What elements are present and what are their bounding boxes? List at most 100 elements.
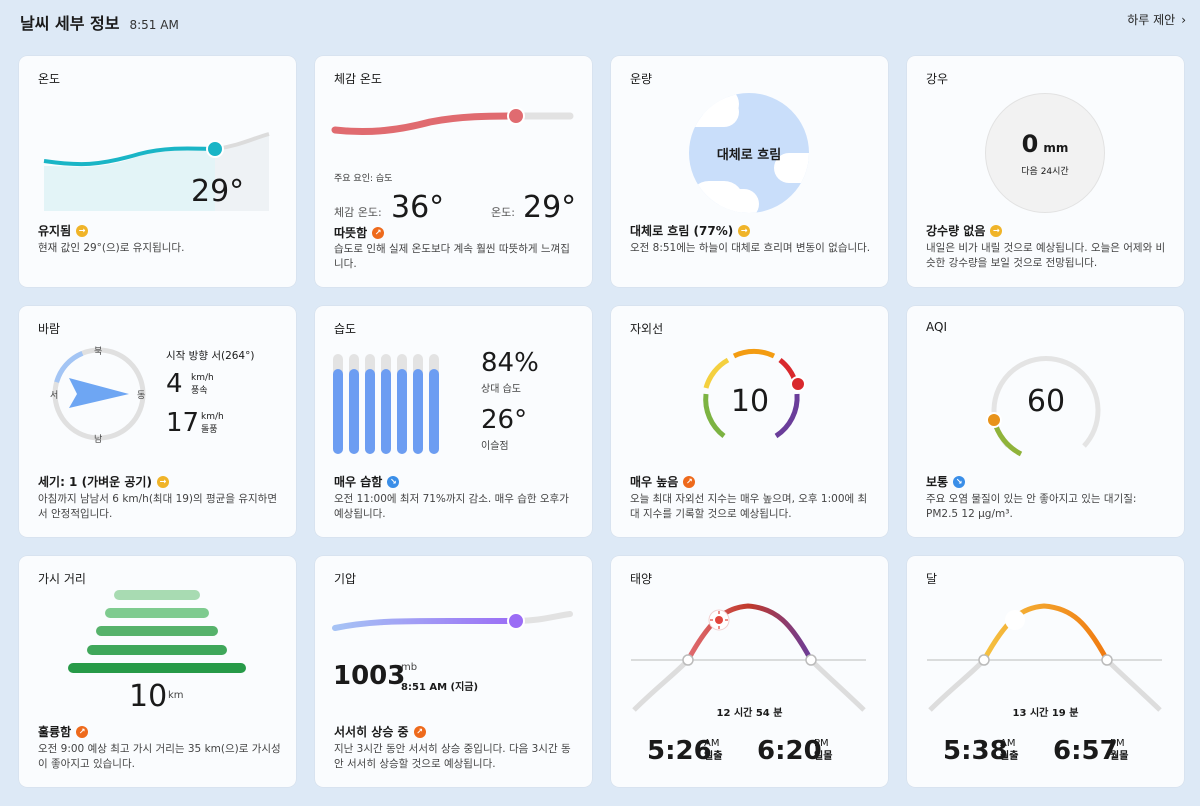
compass-north: 북 [94, 347, 103, 357]
day-suggestion-label: 하루 제안 [1127, 13, 1176, 27]
moon-card[interactable]: 달 13 시간 19 분 5:38 AM 월출 6:57 PM 월몰 [907, 556, 1184, 787]
visibility-value: 10 [129, 679, 168, 714]
moonset-label: PM 월몰 [1110, 738, 1129, 762]
dew-label: 이슬점 [481, 441, 509, 452]
sun-card[interactable]: 태양 12 시간 54 분 5:26 AM 일출 6:20 PM 일몰 [611, 556, 888, 787]
humidity-bar [381, 354, 391, 454]
compass-east: 동 [137, 391, 146, 401]
uv-value: 10 [730, 384, 770, 419]
sunrise-label: AM 일출 [704, 738, 723, 762]
humidity-bar [349, 354, 359, 454]
visibility-bar [87, 645, 227, 655]
wind-gust: 17 [166, 408, 200, 438]
card-title: 달 [926, 572, 938, 586]
day-suggestion-link[interactable]: 하루 제안 › [1127, 11, 1186, 28]
feels-value: 36° [391, 190, 445, 225]
visibility-card[interactable]: 가시 거리 10 km 훌륭함 ↗ 오전 9:00 예상 최고 가시 거리는 35… [19, 556, 296, 787]
up-trend-icon: ↗ [413, 725, 426, 738]
sunrise-time: 5:26 [647, 736, 712, 766]
pressure-unit: mb [401, 662, 418, 673]
aqi-gauge [986, 356, 1101, 457]
steady-trend-icon: → [990, 224, 1003, 237]
down-trend-icon: ↘ [387, 475, 400, 488]
feels-like-card[interactable]: 체감 온도 주요 요인: 습도 체감 온도: 36° 온도: 29° 따뜻함 ↗ … [315, 56, 592, 287]
humidity-bar [333, 354, 343, 454]
chevron-right-icon: › [1181, 12, 1186, 27]
down-trend-icon: ↘ [953, 475, 966, 488]
visibility-bar [114, 590, 200, 600]
rain-card[interactable]: 강우 0 mm 다음 24시간 강수량 없음 → 내일은 비가 내릴 것으로 예상… [907, 56, 1184, 287]
moonrise-time: 5:38 [943, 736, 1008, 766]
temperature-card[interactable]: 온도 29° 유지됨 → 현재 값인 29°(으)로 유지됩니다. [19, 56, 296, 287]
card-title: AQI [926, 320, 947, 334]
sun-arc-chart [631, 603, 866, 712]
cloud-status: 대체로 흐림 (77%) → [630, 222, 751, 239]
feels-status: 따뜻함 ↗ [334, 224, 385, 241]
aqi-status: 보통 ↘ [926, 473, 966, 490]
steady-trend-icon: → [76, 224, 89, 237]
temperature-value: 29° [191, 174, 245, 209]
actual-temp-label: 온도: [491, 206, 515, 219]
temperature-desc: 현재 값인 29°(으)로 유지됩니다. [38, 242, 185, 254]
humidity-bar [397, 354, 407, 454]
temperature-status: 유지됨 → [38, 222, 89, 239]
humidity-bars [333, 354, 453, 454]
visibility-status: 훌륭함 ↗ [38, 723, 89, 740]
actual-temp-value: 29° [523, 190, 577, 225]
visibility-bar [105, 608, 209, 618]
cloud-icon [689, 93, 809, 213]
rain-sub: 다음 24시간 [1021, 167, 1069, 177]
humidity-label: 상대 습도 [481, 384, 521, 395]
steady-trend-icon: → [156, 475, 169, 488]
humidity-value: 84% [481, 348, 539, 378]
rain-desc: 내일은 비가 내릴 것으로 예상됩니다. 오늘은 어제와 비슷한 강수량을 보일… [926, 242, 1166, 269]
uv-card[interactable]: 자외선 10 매우 높음 ↗ 오늘 최대 자외선 지수는 매우 높으며, 오후 1… [611, 306, 888, 537]
pressure-card[interactable]: 기압 1003 mb 8:51 AM (지금) 서서히 상승 중 ↗ 지난 3시간… [315, 556, 592, 787]
pressure-desc: 지난 3시간 동안 서서히 상승 중입니다. 다음 3시간 동안 서서히 상승할… [334, 743, 571, 770]
card-title: 태양 [630, 572, 653, 586]
humidity-bar [413, 354, 423, 454]
card-title: 자외선 [630, 322, 664, 336]
temperature-chart [43, 132, 270, 211]
rain-amount: 0 mm [1021, 130, 1069, 158]
aqi-card[interactable]: AQI 60 보통 ↘ 주요 오염 물질이 있는 안 좋아지고 있는 대기질: P… [907, 306, 1184, 537]
visibility-desc: 오전 9:00 예상 최고 가시 거리는 35 km(으)로 가시성이 좋아지고… [38, 743, 281, 770]
sunset-time: 6:20 [757, 736, 822, 766]
wind-compass [52, 347, 146, 441]
feels-label: 체감 온도: [334, 206, 382, 219]
wind-status: 세기: 1 (가벼운 공기) → [38, 473, 169, 490]
sunset-label: PM 일몰 [814, 738, 833, 762]
sun-duration: 12 시간 54 분 [716, 708, 783, 719]
visibility-bar [68, 663, 246, 673]
dew-value: 26° [481, 405, 528, 435]
card-title: 체감 온도 [334, 72, 382, 86]
rain-status: 강수량 없음 → [926, 222, 1003, 239]
humidity-desc: 오전 11:00에 최저 71%까지 감소. 매우 습한 오후가 예상됩니다. [334, 493, 569, 520]
update-time: 8:51 AM [129, 18, 179, 32]
card-title: 바람 [38, 322, 61, 336]
visibility-unit: km [168, 690, 184, 701]
aqi-desc: 주요 오염 물질이 있는 안 좋아지고 있는 대기질: PM2.5 12 μg/… [926, 493, 1137, 520]
moonset-time: 6:57 [1053, 736, 1118, 766]
up-trend-icon: ↗ [372, 226, 385, 239]
humidity-card[interactable]: 습도 84% 상대 습도 26° 이슬점 매우 습함 ↘ 오전 11:00에 최저… [315, 306, 592, 537]
wind-direction: 시작 방향 서(264°) [166, 350, 255, 362]
uv-desc: 오늘 최대 자외선 지수는 매우 높으며, 오후 1:00에 최대 지수를 기록… [630, 493, 868, 520]
cloud-card[interactable]: 운량 대체로 흐림 대체로 흐림 (77%) → 오전 8:51에는 하늘이 대체… [611, 56, 888, 287]
pressure-status: 서서히 상승 중 ↗ [334, 723, 426, 740]
card-title: 온도 [38, 72, 61, 86]
moonrise-label: AM 월출 [1000, 738, 1019, 762]
wind-speed: 4 [166, 369, 183, 399]
humidity-bar [429, 354, 439, 454]
wind-desc: 아침까지 남남서 6 km/h(최대 19)의 평균을 유지하면서 안정적입니다… [38, 493, 277, 520]
cloud-center-text: 대체로 흐림 [716, 148, 782, 163]
humidity-status: 매우 습함 ↘ [334, 473, 400, 490]
compass-south: 남 [94, 435, 103, 445]
up-trend-icon: ↗ [76, 725, 89, 738]
wind-card[interactable]: 바람 북 동 남 서 시작 방향 서(264°) 4 km/h 풍속 17 km/… [19, 306, 296, 537]
up-trend-icon: ↗ [683, 475, 696, 488]
cloud-desc: 오전 8:51에는 하늘이 대체로 흐리며 변동이 없습니다. [630, 242, 871, 254]
page-title: 날씨 세부 정보 [20, 14, 120, 33]
wind-speed-unit: km/h 풍속 [191, 373, 214, 396]
rain-gauge [985, 93, 1105, 213]
